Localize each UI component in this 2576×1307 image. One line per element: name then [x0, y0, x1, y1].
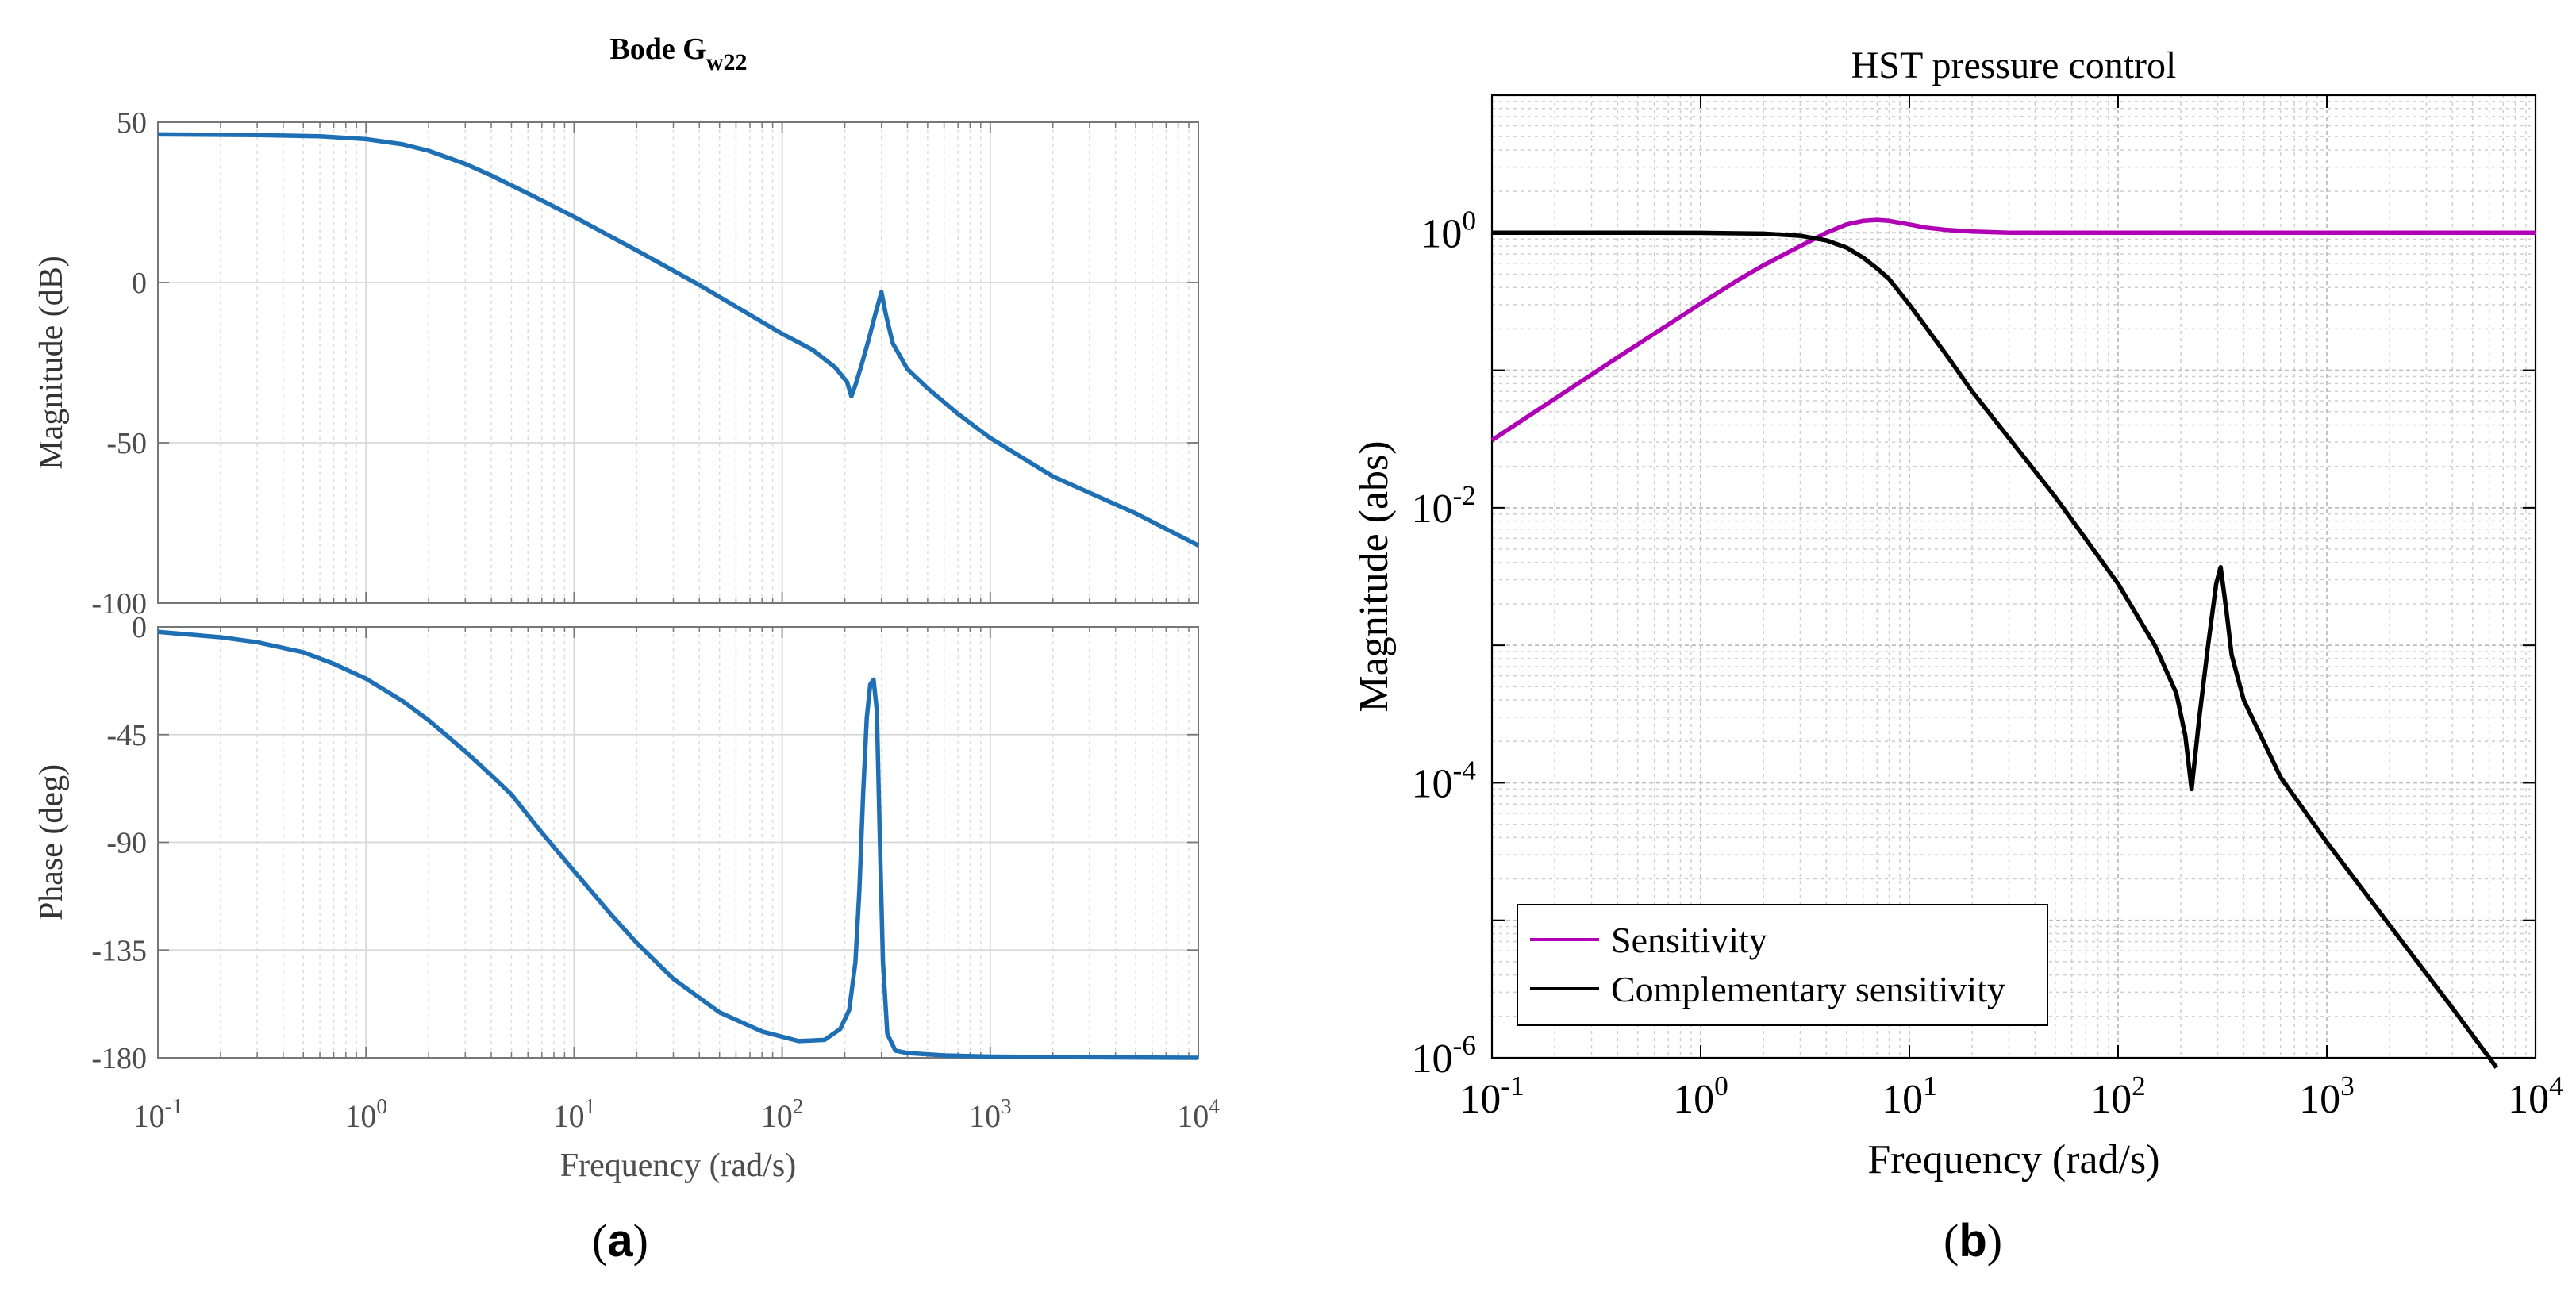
sensitivity-x-tick-label: 102 [2090, 1070, 2146, 1122]
magnitude-plot-area [158, 122, 1198, 603]
magnitude-y-tick-label: -50 [106, 427, 147, 460]
sensitivity-y-tick-label: 10-4 [1412, 755, 1477, 807]
magnitude-y-tick-label: 50 [117, 106, 147, 140]
panel-label-a-text: a [607, 1215, 633, 1267]
legend-label: Sensitivity [1611, 920, 1767, 960]
sensitivity-y-tick-label: 10-6 [1412, 1029, 1476, 1082]
bode-x-tick-label: 10-1 [133, 1094, 183, 1134]
phase-y-tick-label: -90 [106, 827, 147, 860]
legend: Sensitivity Complementary sensitivity [1517, 904, 2048, 1026]
legend-box [1517, 904, 2048, 1026]
phase-axes: 0 -45 -90 -135 -180 [91, 611, 1199, 1075]
bode-x-tick-label: 103 [969, 1094, 1012, 1134]
sensitivity-y-axis-label: Magnitude (abs) [1351, 440, 1397, 712]
sensitivity-x-tick-label: 100 [1673, 1070, 1728, 1122]
panel-label-b: (b) [1944, 1215, 2003, 1267]
phase-y-tick-label: -135 [91, 934, 147, 967]
sensitivity-x-tick-label: 104 [2508, 1070, 2563, 1122]
phase-line [157, 629, 1199, 1060]
sensitivity-frame [1490, 94, 2537, 1059]
sensitivity-line [1490, 217, 2536, 442]
phase-y-tick-label: -45 [106, 719, 147, 752]
legend-label: Complementary sensitivity [1611, 969, 2005, 1009]
bode-x-tick-label: 102 [761, 1094, 804, 1134]
sensitivity-title: HST pressure control [1851, 44, 2177, 86]
complementary-sensitivity-line [1492, 230, 2499, 1069]
bode-x-axis-label: Frequency (rad/s) [560, 1147, 796, 1184]
sensitivity-y-tick-label: 10-2 [1412, 479, 1476, 532]
phase-y-tick-label: 0 [132, 611, 147, 644]
bode-x-tick-label: 104 [1177, 1094, 1220, 1134]
phase-y-tick-label: -180 [91, 1042, 147, 1075]
sensitivity-plot-area [1492, 95, 2536, 1058]
sensitivity-y-tick-label: 100 [1421, 204, 1476, 256]
bode-title: Bode Gw22 [609, 33, 747, 75]
bode-x-tick-label: 101 [553, 1094, 596, 1134]
magnitude-line [157, 132, 1200, 548]
panel-label-a: (a) [592, 1215, 648, 1267]
sensitivity-x-tick-label: 10-1 [1459, 1070, 1524, 1122]
panel-label-b-text: b [1959, 1215, 1987, 1267]
sensitivity-x-axis-label: Frequency (rad/s) [1867, 1137, 2159, 1182]
phase-y-axis-label: Phase (deg) [33, 764, 70, 921]
bode-x-tick-label: 100 [344, 1094, 387, 1134]
magnitude-frame [157, 121, 1199, 604]
sensitivity-x-tick-label: 101 [1882, 1070, 1937, 1122]
magnitude-y-tick-label: -100 [91, 587, 147, 621]
magnitude-y-tick-label: 0 [132, 267, 147, 300]
phase-frame [157, 626, 1199, 1059]
magnitude-y-axis-label: Magnitude (dB) [33, 256, 70, 469]
sensitivity-axes [1490, 94, 2537, 1069]
magnitude-axes: 50 0 -50 -100 [91, 106, 1200, 621]
sensitivity-x-tick-label: 103 [2299, 1070, 2355, 1122]
